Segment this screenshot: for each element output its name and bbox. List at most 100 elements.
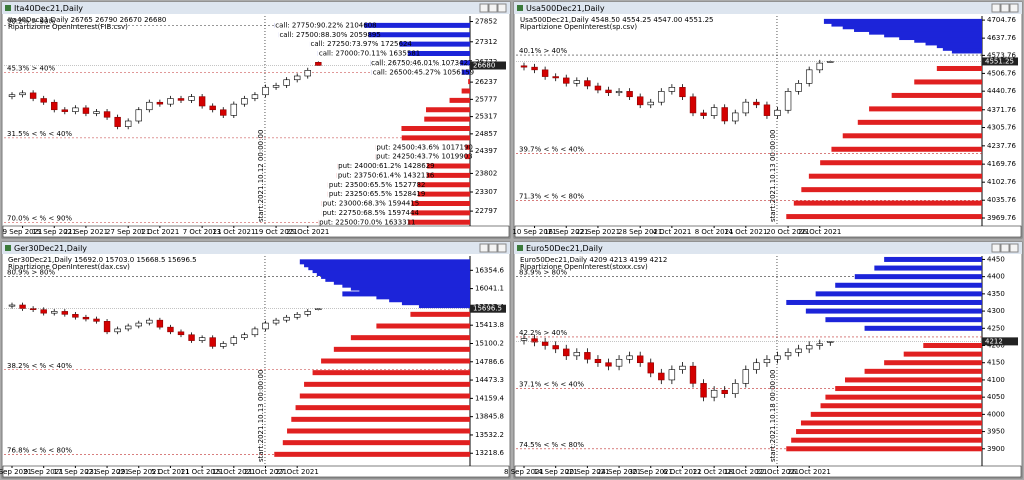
x-tick-label: 15 Oct 2021	[212, 468, 255, 476]
x-tick-label: 21 Sep 2021	[64, 228, 108, 236]
candle-body	[710, 389, 718, 398]
level-label: 42.2% > 40%	[519, 329, 567, 337]
call-bar	[304, 262, 470, 268]
level-label: 31.5% < % < 40%	[7, 130, 72, 138]
call-bar	[350, 285, 470, 291]
price-box	[470, 304, 506, 313]
candle-body	[679, 87, 686, 98]
chart-header: Ger30Dec21,Daily 15692.0 15703.0 15668.5…	[8, 256, 197, 264]
put-bar	[801, 187, 982, 193]
chart-header: Euro50Dec21,Daily 4209 4213 4199 4212	[520, 256, 667, 264]
call-bar	[805, 308, 982, 314]
candle-body	[135, 109, 142, 122]
level-label: 90.2% > 90%	[7, 17, 55, 25]
x-tick-label: 22 Oct 2021	[756, 468, 799, 476]
minimize-button[interactable]	[991, 243, 1001, 253]
candle-body	[816, 343, 823, 346]
bar-label-bg	[336, 172, 427, 179]
bar-label: call: 27500:88.30% 2059895	[279, 31, 380, 39]
candle-body	[156, 101, 164, 105]
candle-body	[220, 343, 227, 347]
y-tick-label: 13218.6	[475, 449, 504, 457]
window-icon	[517, 5, 523, 11]
call-bar	[884, 32, 982, 38]
call-bar	[359, 288, 470, 294]
bar-label: put: 23250:65.5% 1528419	[329, 190, 425, 198]
candle-body	[710, 107, 718, 116]
candle-body	[230, 103, 238, 116]
x-tick-label: 27 Oct 2021	[276, 468, 319, 476]
candle-body	[668, 87, 676, 92]
x-tick-label: 6 Oct 2021	[663, 468, 702, 476]
bar-label-bg	[274, 22, 365, 29]
put-bar	[903, 351, 982, 357]
level-label: 71.3% < % < 80%	[519, 192, 584, 200]
call-bar	[854, 26, 982, 32]
call-bar	[951, 48, 982, 54]
bar-label-bg	[278, 31, 369, 38]
y-tick-label: 24397	[475, 147, 497, 155]
candle-body	[753, 362, 760, 370]
maximize-button[interactable]	[1000, 3, 1010, 13]
level-label: 83.9% > 80%	[519, 269, 567, 277]
candle-body	[668, 369, 676, 381]
minimize-button[interactable]	[991, 3, 1001, 13]
put-bar	[796, 429, 982, 435]
put-bar	[426, 107, 470, 113]
minimize-button[interactable]	[479, 243, 489, 253]
put-bar	[321, 358, 470, 364]
candle-body	[315, 62, 322, 66]
candle-body	[763, 358, 771, 364]
put-bar	[287, 428, 470, 434]
x-tick-label: 14 Oct 2021	[724, 228, 767, 236]
minimize-button[interactable]	[479, 3, 489, 13]
candle-body	[784, 91, 792, 111]
candle-body	[230, 337, 238, 344]
put-bar	[825, 394, 982, 400]
price-box-label: 15696.5	[473, 305, 502, 313]
put-bar	[333, 346, 470, 352]
x-tick-label: 26 Oct 2021	[798, 228, 841, 236]
close-button[interactable]	[1009, 243, 1019, 253]
bar-label: put: 23500:65.5% 1527782	[329, 181, 425, 189]
close-button[interactable]	[1009, 3, 1019, 13]
close-button[interactable]	[497, 243, 507, 253]
x-tick-label: 28 Sep 2021	[618, 228, 662, 236]
price-box	[982, 337, 1018, 346]
put-bar	[923, 343, 982, 349]
y-tick-label: 14159.4	[475, 394, 504, 402]
x-tick-label: 12 Oct 2021	[692, 468, 735, 476]
close-button[interactable]	[497, 3, 507, 13]
candle-body	[520, 65, 528, 68]
x-tick-label: 13 Oct 2021	[212, 228, 255, 236]
call-bar	[333, 279, 470, 285]
price-box	[982, 57, 1018, 66]
candle-body	[61, 311, 69, 315]
x-tick-label: 27 Sep 2021	[106, 228, 150, 236]
candle-body	[8, 304, 16, 307]
level-label: 40.1% > 40%	[519, 47, 567, 55]
put-bar	[295, 405, 470, 411]
y-tick-label: 13532.2	[475, 431, 504, 439]
call-bar	[884, 256, 982, 262]
put-bar	[857, 119, 982, 125]
y-tick-label: 4100	[987, 376, 1005, 384]
price-box-label: 26680	[473, 62, 495, 70]
y-tick-label: 4169.76	[987, 160, 1016, 168]
call-bar	[942, 45, 982, 51]
window-icon	[5, 5, 11, 11]
maximize-button[interactable]	[488, 243, 498, 253]
maximize-button[interactable]	[488, 3, 498, 13]
x-tick-label: 19 Oct 2021	[254, 228, 297, 236]
bar-label: put: 23000:68.3% 1594415	[323, 200, 419, 208]
candle-body	[124, 325, 132, 330]
x-tick-label: 18 Oct 2021	[724, 468, 767, 476]
candle-body	[541, 69, 549, 77]
y-tick-label: 4371.76	[987, 106, 1016, 114]
y-tick-label: 4400	[987, 273, 1005, 281]
level-label: 45.3% > 40%	[7, 64, 55, 72]
y-tick-label: 27312	[475, 38, 497, 46]
maximize-button[interactable]	[1000, 243, 1010, 253]
x-tick-label: 16 Sep 2021	[544, 228, 588, 236]
put-bar	[401, 126, 470, 131]
